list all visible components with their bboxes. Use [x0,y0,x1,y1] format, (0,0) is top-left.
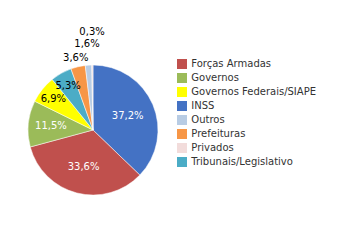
svg-text:0,3%: 0,3% [79,26,104,37]
svg-text:6,9%: 6,9% [41,93,66,104]
html-text:Tribunais/Legislativo: Tribunais/Legislativo [191,156,293,167]
svg-text:3,6%: 3,6% [63,52,88,63]
svg-text:33,6%: 33,6% [68,161,100,172]
html-text:Forças Armadas: Forças Armadas [191,58,272,69]
html-text:Privados: Privados [191,142,234,153]
html-text:Governos: Governos [191,72,239,83]
html-text:Outros: Outros [191,114,225,125]
svg-text:5,3%: 5,3% [55,80,80,91]
html-text:Governos Federais/SIAPE: Governos Federais/SIAPE [191,86,316,97]
svg-text:1,6%: 1,6% [74,38,99,49]
svg-text:11,5%: 11,5% [35,120,67,131]
svg-text:37,2%: 37,2% [112,110,144,121]
html-text:Prefeituras: Prefeituras [191,128,246,139]
html-text:INSS: INSS [191,100,215,111]
